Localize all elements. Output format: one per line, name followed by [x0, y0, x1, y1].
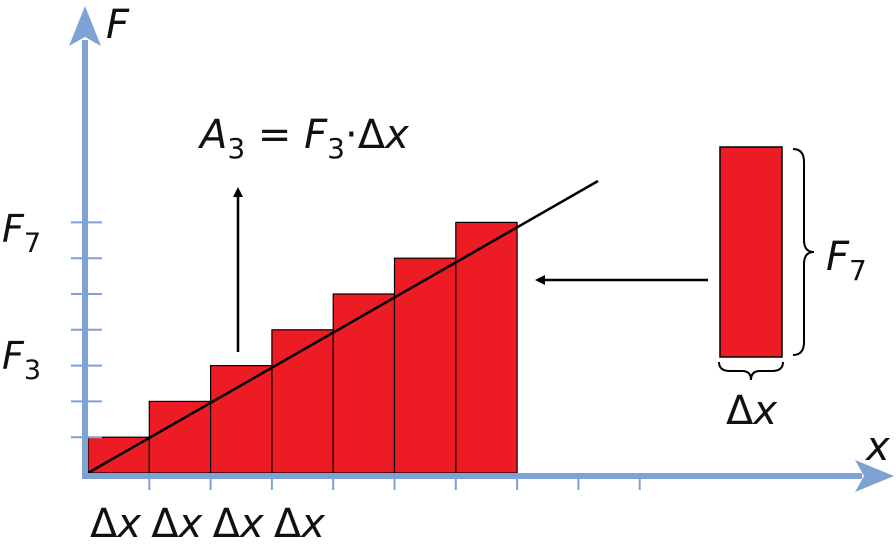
f3-tick-label: F3: [2, 334, 41, 386]
riemann-bar-6: [393, 257, 457, 474]
riemann-bar-3: [210, 365, 273, 474]
height-brace-icon: [792, 148, 815, 356]
dx-label-3: Δx: [213, 501, 264, 545]
axes-group: [69, 6, 894, 492]
riemann-bar-5: [332, 293, 396, 474]
dx-label-2: Δx: [151, 501, 202, 545]
dx-label-1: Δx: [90, 501, 141, 545]
x-axis-label: x: [864, 424, 890, 470]
bar-height-label: F7: [826, 234, 867, 287]
riemann-bar-4: [271, 329, 334, 474]
area-formula: A3 = F3·Δx: [197, 112, 409, 165]
y-axis-label: F: [106, 2, 130, 48]
linear-function-line: [87, 179, 599, 475]
standalone-bar: [719, 146, 783, 358]
dx-label-4: Δx: [274, 501, 325, 545]
x-ticks-group: [148, 476, 641, 490]
y-axis-arrowhead: [69, 6, 101, 46]
y-ticks-group: [71, 221, 102, 439]
x-axis-arrowhead: [855, 460, 894, 492]
width-brace-icon: [718, 361, 784, 381]
dx-labels-group: Δx Δx Δx Δx: [90, 501, 325, 545]
bars-group: [87, 221, 518, 474]
riemann-bar-2: [148, 400, 212, 474]
bar-width-label: Δx: [726, 388, 777, 434]
f7-tick-label: F7: [2, 207, 41, 259]
riemann-bar-7: [455, 221, 518, 474]
